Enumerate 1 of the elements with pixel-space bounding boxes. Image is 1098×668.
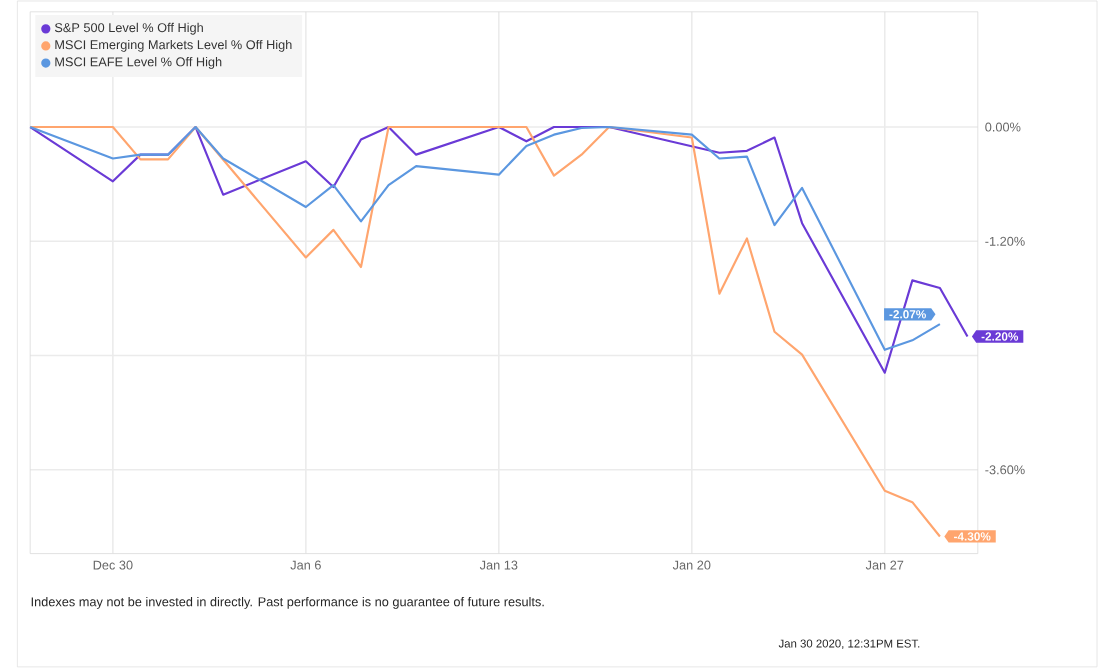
line-series — [29, 126, 941, 538]
